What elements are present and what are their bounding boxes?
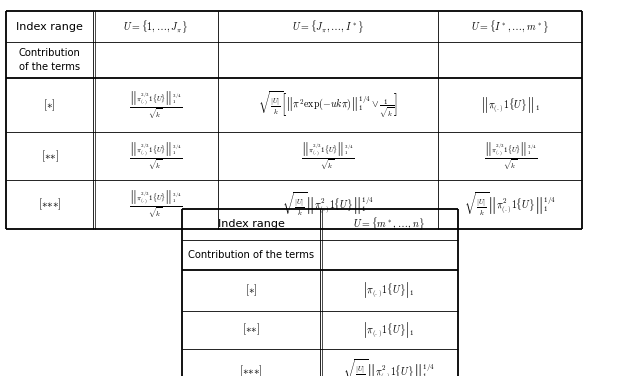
Text: $U = \{m^*,\ldots,n\}$: $U = \{m^*,\ldots,n\}$: [353, 216, 424, 232]
Text: $\left|\pi_{(.)}\mathbf{1}\{U\}\right|_1$: $\left|\pi_{(.)}\mathbf{1}\{U\}\right|_1…: [362, 320, 415, 340]
Text: $U = \{J_{\pi},\ldots,I^*\}$: $U = \{J_{\pi},\ldots,I^*\}$: [292, 18, 364, 35]
Text: $\sqrt{\frac{|U|}{k}}\left\|\pi_{(.)}^{2}\mathbf{1}\{U\}\right\|_1^{1/4}$: $\sqrt{\frac{|U|}{k}}\left\|\pi_{(.)}^{2…: [465, 191, 556, 218]
Text: Contribution
of the terms: Contribution of the terms: [19, 49, 81, 71]
Text: $\frac{\left\|\pi_{(.)}^{2/3}\mathbf{1}\{U\}\right\|_1^{3/4}}{\sqrt{k}}$: $\frac{\left\|\pi_{(.)}^{2/3}\mathbf{1}\…: [301, 140, 355, 173]
Text: Contribution of the terms: Contribution of the terms: [188, 250, 314, 259]
Text: $\left|\pi_{(.)}\mathbf{1}\{U\}\right|_1$: $\left|\pi_{(.)}\mathbf{1}\{U\}\right|_1…: [362, 280, 415, 300]
Text: $\frac{\left\|\pi_{(.)}^{2/3}\mathbf{1}\{U\}\right\|_1^{3/4}}{\sqrt{k}}$: $\frac{\left\|\pi_{(.)}^{2/3}\mathbf{1}\…: [129, 89, 182, 121]
Text: $\frac{\left\|\pi_{(.)}^{2/3}\mathbf{1}\{U\}\right\|_1^{3/4}}{\sqrt{k}}$: $\frac{\left\|\pi_{(.)}^{2/3}\mathbf{1}\…: [129, 188, 182, 221]
Text: $\frac{\left\|\pi_{(.)}^{2/3}\mathbf{1}\{U\}\right\|_1^{3/4}}{\sqrt{k}}$: $\frac{\left\|\pi_{(.)}^{2/3}\mathbf{1}\…: [129, 140, 182, 173]
Text: $\left\|\pi_{(.)}\mathbf{1}\{U\}\right\|_1$: $\left\|\pi_{(.)}\mathbf{1}\{U\}\right\|…: [480, 95, 541, 115]
Text: $U = \{I^*,\ldots,m^*\}$: $U = \{I^*,\ldots,m^*\}$: [472, 18, 549, 35]
Text: $\sqrt{\frac{|U|}{k}}\left\|\pi_{(.)}^{2}\mathbf{1}\{U\}\right\|_1^{1/4}$: $\sqrt{\frac{|U|}{k}}\left\|\pi_{(.)}^{2…: [343, 357, 435, 376]
Text: $[*]$: $[*]$: [44, 97, 56, 113]
Text: $[*]$: $[*]$: [245, 282, 257, 298]
Text: $\frac{\left\|\pi_{(.)}^{2/3}\mathbf{1}\{U\}\right\|_1^{3/4}}{\sqrt{k}}$: $\frac{\left\|\pi_{(.)}^{2/3}\mathbf{1}\…: [484, 140, 537, 173]
Text: $\sqrt{\frac{|U|}{k}}\left\|\pi_{(.)}^{2}\mathbf{1}\{U\}\right\|_1^{1/4}$: $\sqrt{\frac{|U|}{k}}\left\|\pi_{(.)}^{2…: [282, 191, 374, 218]
Text: Index range: Index range: [218, 219, 285, 229]
Text: $[{*}{*}{*}]$: $[{*}{*}{*}]$: [239, 363, 263, 376]
Text: Index range: Index range: [16, 22, 83, 32]
Text: $[{*}{*}]$: $[{*}{*}]$: [40, 149, 59, 164]
Text: $[{*}{*}]$: $[{*}{*}]$: [242, 322, 260, 338]
Text: $\sqrt{\frac{|U|}{k}}\left[\left\|\pi^2\exp(-uk\pi)\right\|_1^{1/4}\vee\frac{1}{: $\sqrt{\frac{|U|}{k}}\left[\left\|\pi^2\…: [258, 89, 398, 121]
Text: $[{*}{*}{*}]$: $[{*}{*}{*}]$: [38, 197, 61, 212]
Text: $U = \{1,\ldots,J_{\pi}\}$: $U = \{1,\ldots,J_{\pi}\}$: [123, 18, 188, 35]
